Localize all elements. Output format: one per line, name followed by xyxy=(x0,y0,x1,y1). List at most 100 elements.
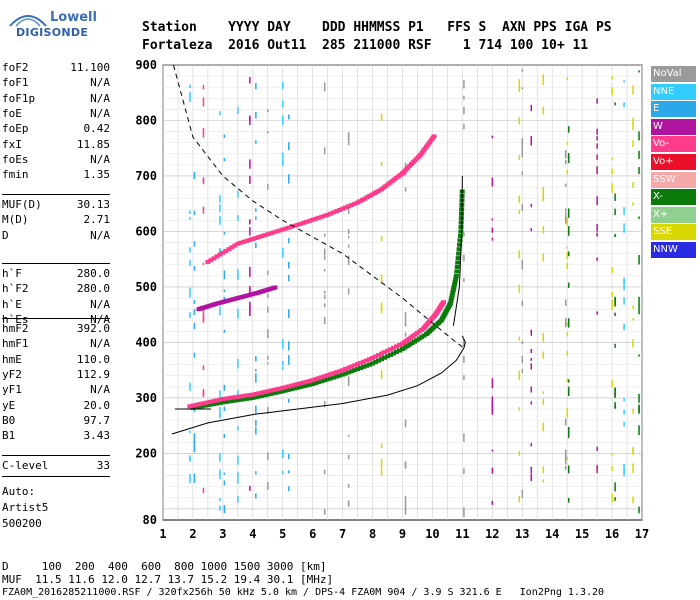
trace-mark xyxy=(382,355,388,360)
trace-mark xyxy=(370,361,376,366)
noise-mark xyxy=(638,506,640,514)
trace-mark xyxy=(262,233,268,238)
trace-mark xyxy=(289,383,295,388)
header-values: Fortaleza 2016 Out11 285 211000 RSF 1 71… xyxy=(142,38,589,53)
y-tick-label: 400 xyxy=(135,335,157,349)
noise-mark xyxy=(267,355,269,360)
trace-mark xyxy=(358,365,364,370)
trace-mark xyxy=(220,400,226,405)
trace-mark xyxy=(349,203,355,208)
noise-mark xyxy=(623,323,625,331)
noise-mark xyxy=(623,398,625,402)
param-label: hmF1 xyxy=(2,337,29,351)
noise-mark xyxy=(380,162,383,167)
noise-mark xyxy=(614,102,616,106)
noise-mark xyxy=(521,171,524,176)
trace-mark xyxy=(325,377,331,382)
trace-mark xyxy=(310,382,316,387)
noise-mark xyxy=(255,216,257,220)
noise-mark xyxy=(223,472,226,475)
param-value: N/A xyxy=(90,106,110,120)
logo-mark xyxy=(9,15,47,27)
noise-mark xyxy=(223,157,226,162)
noise-mark xyxy=(249,77,251,84)
param-label: foEp xyxy=(2,122,29,136)
noise-mark xyxy=(521,149,524,158)
param-row: foF1 N/A xyxy=(2,75,110,90)
noise-mark xyxy=(249,313,251,317)
noise-mark xyxy=(491,177,494,187)
trace-mark xyxy=(271,391,277,396)
x-tick-label: 10 xyxy=(425,527,439,541)
noise-mark xyxy=(463,507,465,518)
trace-mark xyxy=(331,371,337,376)
noise-mark xyxy=(223,329,226,333)
noise-mark xyxy=(518,284,521,293)
trace-mark xyxy=(205,403,211,408)
noise-mark xyxy=(189,210,191,214)
noise-mark xyxy=(614,497,616,501)
trace-mark xyxy=(388,347,394,352)
noise-mark xyxy=(623,279,625,283)
param-value: N/A xyxy=(90,297,110,311)
noise-mark xyxy=(611,87,613,96)
noise-mark xyxy=(521,260,524,270)
param-row: B1 3.43 xyxy=(2,428,110,443)
noise-mark xyxy=(202,365,205,371)
trace-mark xyxy=(244,396,250,401)
noise-mark xyxy=(282,115,284,125)
param-row: foEp 0.42 xyxy=(2,121,110,136)
noise-mark xyxy=(288,341,290,351)
param-row: h`E N/A xyxy=(2,297,110,312)
trace-mark xyxy=(337,373,343,378)
param-label: yF2 xyxy=(2,367,22,381)
noise-mark xyxy=(193,433,196,444)
trace-mark xyxy=(259,234,265,239)
noise-mark xyxy=(347,376,350,386)
x-tick-label: 11 xyxy=(455,527,469,541)
param-label: h`F2 xyxy=(2,282,29,296)
trace-mark xyxy=(417,152,423,157)
noise-mark xyxy=(323,269,326,272)
noise-mark xyxy=(288,142,290,151)
noise-mark xyxy=(223,270,226,280)
noise-mark xyxy=(638,70,640,73)
noise-mark xyxy=(632,463,634,473)
noise-mark xyxy=(202,177,205,185)
noise-mark xyxy=(518,336,521,341)
noise-mark xyxy=(189,382,191,391)
noise-mark xyxy=(404,501,407,510)
noise-mark xyxy=(638,131,640,141)
noise-mark xyxy=(255,356,257,362)
noise-mark xyxy=(491,227,494,233)
trace-mark xyxy=(229,399,235,404)
noise-mark xyxy=(611,157,613,160)
trace-mark xyxy=(217,397,223,402)
noise-mark xyxy=(223,480,226,486)
x-tick-label: 5 xyxy=(279,527,286,541)
trace-mark xyxy=(352,368,358,373)
noise-mark xyxy=(347,454,350,460)
x-tick-label: 2 xyxy=(189,527,196,541)
noise-mark xyxy=(380,469,383,475)
trace-mark xyxy=(241,397,247,402)
noise-mark xyxy=(202,84,205,90)
param-value: 280.0 xyxy=(76,282,110,296)
noise-mark xyxy=(323,294,326,300)
param-row: foE N/A xyxy=(2,106,110,121)
trace-mark xyxy=(304,383,310,388)
noise-mark xyxy=(380,458,383,464)
param-value: 110.0 xyxy=(76,352,110,366)
trace-mark xyxy=(262,393,268,398)
true-height-line xyxy=(452,175,463,326)
trace-mark xyxy=(226,399,232,404)
trace-mark xyxy=(457,238,463,243)
noise-mark xyxy=(566,378,568,382)
param-label: hmF2 xyxy=(2,322,29,335)
trace-mark xyxy=(235,394,241,399)
noise-mark xyxy=(193,172,196,180)
noise-mark xyxy=(189,247,191,253)
trace-mark xyxy=(313,216,319,221)
noise-mark xyxy=(463,106,465,115)
noise-mark xyxy=(282,247,284,258)
